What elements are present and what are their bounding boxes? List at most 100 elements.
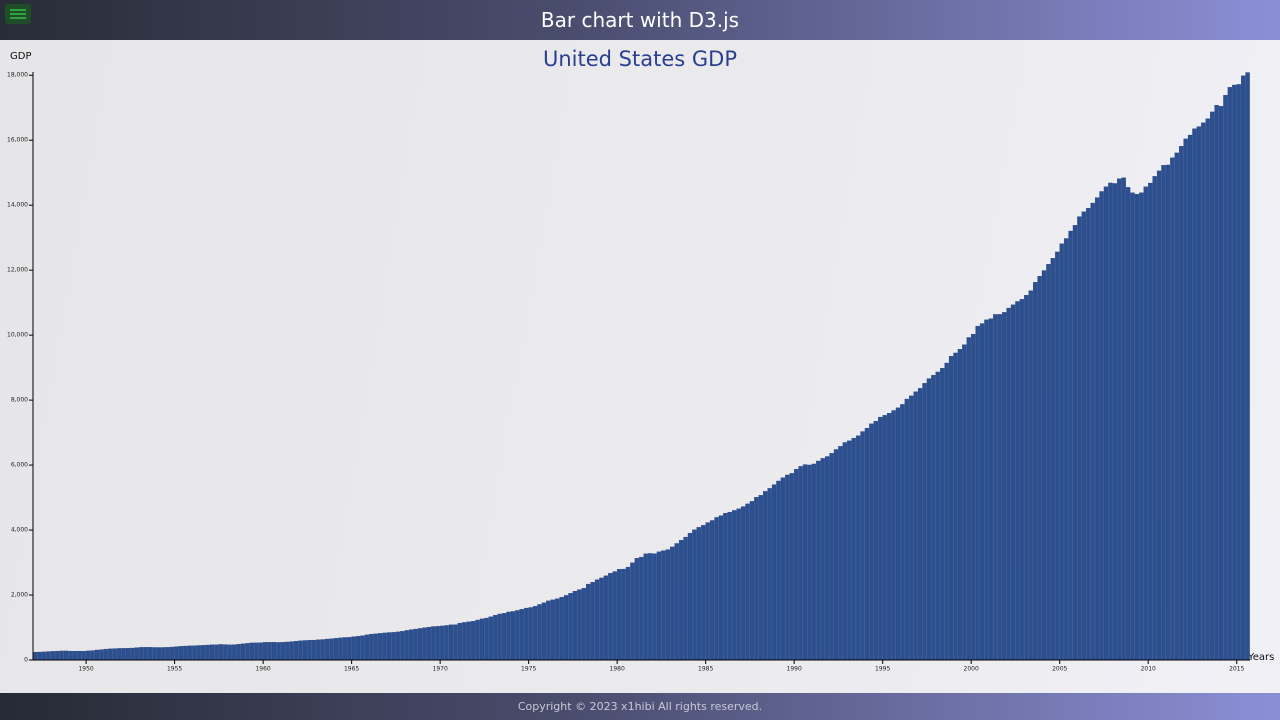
- y-tick-label: 18,000: [7, 72, 28, 79]
- bar: [962, 344, 967, 661]
- bar: [997, 314, 1002, 661]
- y-tick-label: 14,000: [7, 202, 28, 209]
- bar: [745, 503, 750, 661]
- x-tick-label: 1960: [255, 666, 270, 673]
- bar: [46, 651, 51, 661]
- bar: [373, 633, 378, 661]
- bar: [404, 630, 409, 661]
- bar: [838, 446, 843, 661]
- bar: [909, 395, 914, 661]
- bar: [1170, 157, 1175, 661]
- bar: [528, 607, 533, 661]
- bar: [506, 611, 511, 661]
- bar: [789, 473, 794, 661]
- bar: [736, 508, 741, 661]
- bar: [59, 650, 64, 661]
- bar: [895, 407, 901, 661]
- bar: [1046, 264, 1051, 661]
- bar: [639, 556, 644, 661]
- bar: [568, 593, 573, 661]
- bar: [1090, 202, 1095, 661]
- bar: [245, 643, 250, 661]
- bar: [479, 618, 485, 661]
- bar: [112, 648, 117, 661]
- bar: [484, 617, 489, 661]
- bar: [1218, 106, 1224, 661]
- bar: [183, 645, 188, 661]
- bar: [1161, 165, 1166, 661]
- y-tick-label: 4,000: [11, 527, 28, 534]
- bar: [1108, 182, 1113, 661]
- copyright: Copyright © 2023 x1hibi All rights reser…: [517, 700, 763, 713]
- x-tick-label: 1985: [698, 666, 713, 673]
- bar: [559, 597, 564, 661]
- x-axis-label: Years: [1247, 652, 1274, 663]
- bar: [882, 415, 887, 661]
- bar: [152, 647, 157, 661]
- bar: [400, 631, 405, 661]
- bar: [864, 427, 870, 661]
- bar: [701, 525, 706, 661]
- bar: [1134, 193, 1140, 661]
- bar: [386, 632, 392, 661]
- bar: [139, 647, 144, 661]
- x-tick-label: 1980: [610, 666, 625, 673]
- bar: [342, 637, 347, 661]
- bar: [634, 558, 640, 661]
- bar: [466, 621, 471, 661]
- bar: [298, 640, 303, 661]
- bar: [705, 522, 710, 661]
- bar: [922, 383, 927, 661]
- bar: [196, 645, 201, 661]
- y-axis-label: GDP: [10, 51, 31, 62]
- bar: [218, 644, 224, 661]
- bar: [723, 513, 728, 661]
- x-tick-label: 2000: [964, 666, 979, 673]
- bar: [546, 600, 551, 661]
- bar: [1201, 122, 1206, 661]
- bar: [842, 442, 848, 661]
- bar: [971, 333, 976, 661]
- bar: [280, 642, 286, 661]
- bar: [586, 583, 591, 661]
- bar: [1156, 170, 1162, 661]
- bar: [515, 610, 520, 661]
- bar: [1099, 191, 1104, 661]
- bar: [134, 647, 139, 661]
- bar: [41, 651, 47, 661]
- bar: [324, 638, 330, 661]
- bar: [201, 645, 206, 661]
- bar: [612, 571, 617, 661]
- bar: [825, 456, 830, 661]
- bar: [1112, 183, 1117, 661]
- bar: [444, 625, 449, 661]
- bar: [103, 648, 108, 661]
- bar: [130, 647, 135, 661]
- bar: [1143, 186, 1148, 661]
- bar: [187, 645, 193, 661]
- bar: [174, 646, 179, 661]
- bar: [1019, 299, 1025, 661]
- bar: [302, 640, 308, 661]
- bar: [1223, 95, 1228, 661]
- bar: [395, 631, 401, 661]
- bar: [262, 642, 268, 661]
- x-tick-label: 1970: [433, 666, 448, 673]
- bar: [732, 510, 737, 661]
- bar: [1232, 84, 1237, 661]
- header-title: Bar chart with D3.js: [540, 8, 740, 32]
- bar: [833, 449, 839, 661]
- y-tick-label: 2,000: [11, 592, 28, 599]
- bar: [333, 638, 339, 661]
- bar: [360, 635, 365, 661]
- bar: [935, 371, 940, 661]
- menu-button[interactable]: [5, 4, 31, 24]
- bar: [608, 573, 613, 661]
- bar: [940, 368, 945, 661]
- bar: [1187, 134, 1193, 661]
- bar: [72, 651, 78, 661]
- bar: [320, 639, 325, 661]
- bar: [453, 624, 458, 661]
- bar: [913, 391, 918, 661]
- bar: [678, 540, 684, 661]
